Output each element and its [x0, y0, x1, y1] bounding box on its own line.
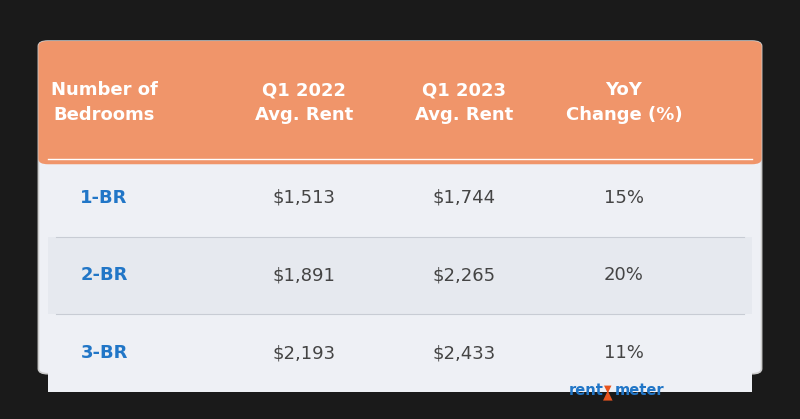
Text: $2,265: $2,265 — [433, 266, 495, 285]
FancyBboxPatch shape — [38, 41, 762, 374]
Text: ▲: ▲ — [603, 388, 613, 401]
Text: $1,891: $1,891 — [273, 266, 335, 285]
Text: $1,513: $1,513 — [273, 189, 335, 207]
Text: Q1 2023
Avg. Rent: Q1 2023 Avg. Rent — [415, 81, 513, 124]
Text: ▼: ▼ — [604, 383, 612, 393]
Text: YoY
Change (%): YoY Change (%) — [566, 81, 682, 124]
Text: 20%: 20% — [604, 266, 644, 285]
Text: $2,433: $2,433 — [432, 344, 496, 362]
Text: Number of
Bedrooms: Number of Bedrooms — [50, 81, 158, 124]
Text: meter: meter — [614, 383, 664, 398]
Bar — [48, 314, 752, 392]
Text: $2,193: $2,193 — [273, 344, 335, 362]
Bar — [48, 120, 752, 159]
Text: $1,744: $1,744 — [433, 189, 495, 207]
Text: 2-BR: 2-BR — [80, 266, 128, 285]
Text: rent: rent — [569, 383, 604, 398]
Text: 15%: 15% — [604, 189, 644, 207]
Bar — [48, 159, 752, 237]
FancyBboxPatch shape — [38, 41, 762, 164]
Text: Q1 2022
Avg. Rent: Q1 2022 Avg. Rent — [255, 81, 353, 124]
Text: 3-BR: 3-BR — [80, 344, 128, 362]
Text: 11%: 11% — [604, 344, 644, 362]
Text: 1-BR: 1-BR — [80, 189, 128, 207]
Bar — [48, 237, 752, 314]
